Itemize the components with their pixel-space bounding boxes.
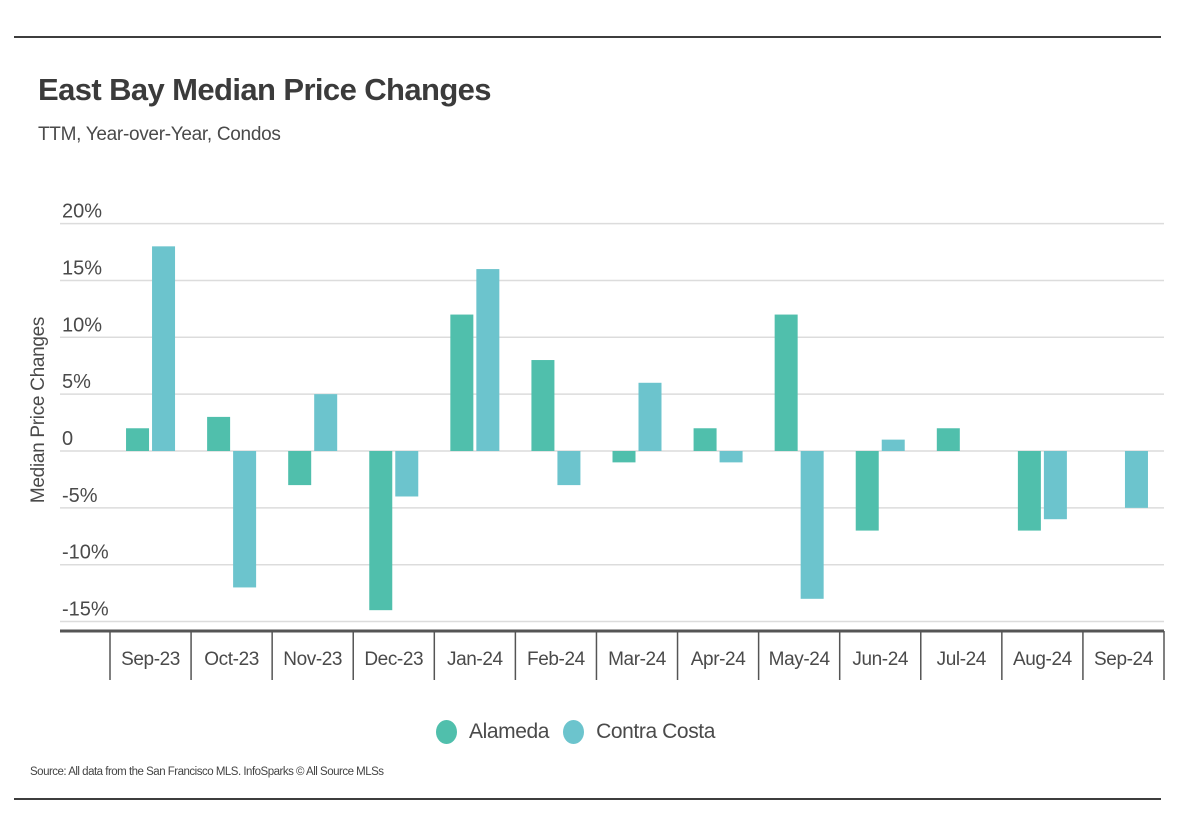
- bars: [126, 246, 1148, 611]
- bar-contra-costa-feb-24: [557, 451, 581, 486]
- y-tick-label: -5%: [62, 485, 98, 507]
- y-tick-label: 5%: [62, 371, 91, 393]
- bar-contra-costa-nov-23: [314, 394, 338, 451]
- legend-label-contra-costa: Contra Costa: [596, 720, 716, 743]
- bar-contra-costa-mar-24: [638, 382, 662, 451]
- y-tick-label: 20%: [62, 201, 102, 223]
- x-tick-label: Dec-23: [364, 649, 423, 670]
- bar-contra-costa-jun-24: [881, 439, 905, 451]
- chart-title: East Bay Median Price Changes: [38, 72, 492, 107]
- x-tick-label: Sep-23: [121, 649, 180, 670]
- bar-contra-costa-dec-23: [395, 451, 419, 497]
- bar-alameda-sep-23: [126, 428, 150, 451]
- y-tick-label: 0: [62, 428, 73, 450]
- x-tick-label: Nov-23: [283, 649, 342, 670]
- x-axis: Sep-23 Oct-23 Nov-23 Dec-23 Jan-24 Feb-24 Mar-…: [60, 629, 1165, 680]
- bar-alameda-nov-23: [288, 451, 312, 486]
- bar-alameda-dec-23: [369, 451, 393, 611]
- x-tick-label: May-24: [769, 649, 831, 670]
- bar-alameda-jul-24: [936, 428, 960, 451]
- x-tick-label: Jan-24: [447, 649, 504, 670]
- bar-alameda-aug-24: [1017, 451, 1041, 531]
- chart-subtitle: TTM, Year-over-Year, Condos: [38, 124, 281, 145]
- legend-swatch-contra-costa: [563, 720, 585, 744]
- x-tick-label: Mar-24: [608, 649, 667, 670]
- bar-contra-costa-apr-24: [719, 451, 743, 463]
- source-note: Source: All data from the San Francisco …: [30, 766, 384, 778]
- bar-contra-costa-sep-23: [152, 246, 176, 451]
- top-rule: [14, 36, 1161, 38]
- legend-swatch-alameda: [436, 720, 457, 744]
- x-tick-label: Sep-24: [1094, 649, 1154, 670]
- legend-item-alameda[interactable]: Alameda: [436, 720, 549, 744]
- bar-alameda-oct-23: [207, 416, 231, 451]
- legend-item-contra-costa[interactable]: Contra Costa: [563, 720, 715, 744]
- bar-alameda-may-24: [774, 314, 798, 451]
- y-tick-label: 10%: [62, 314, 102, 336]
- x-tick-label: Apr-24: [691, 649, 746, 670]
- x-tick-label: Jul-24: [937, 649, 987, 670]
- bar-chart: 20% 15% 10% 5% 0 -5% -10% -15% Median Price Cha…: [28, 201, 1165, 680]
- legend-label-alameda: Alameda: [469, 720, 550, 743]
- bar-contra-costa-jan-24: [476, 269, 500, 451]
- y-tick-label: -10%: [62, 542, 109, 564]
- x-tick-label: Jun-24: [852, 649, 909, 670]
- x-tick-label: Feb-24: [527, 649, 586, 670]
- legend: Alameda Contra Costa: [436, 720, 729, 744]
- x-tick-label: Oct-23: [204, 649, 259, 670]
- bar-alameda-jun-24: [855, 451, 879, 531]
- y-axis-label: Median Price Changes: [28, 317, 49, 503]
- x-tick-label: Aug-24: [1013, 649, 1073, 670]
- bar-contra-costa-oct-23: [233, 451, 257, 588]
- bottom-rule: [14, 798, 1161, 800]
- bar-contra-costa-may-24: [800, 451, 824, 599]
- bar-alameda-mar-24: [612, 451, 636, 463]
- bar-alameda-apr-24: [693, 428, 717, 451]
- y-tick-label: 15%: [62, 257, 102, 279]
- bar-contra-costa-sep-24: [1124, 451, 1148, 508]
- bar-alameda-jan-24: [450, 314, 474, 451]
- bar-alameda-feb-24: [531, 360, 555, 451]
- y-tick-label: -15%: [62, 599, 109, 621]
- bar-contra-costa-aug-24: [1043, 451, 1067, 520]
- y-axis-ticks: 20% 15% 10% 5% 0 -5% -10% -15%: [62, 201, 109, 621]
